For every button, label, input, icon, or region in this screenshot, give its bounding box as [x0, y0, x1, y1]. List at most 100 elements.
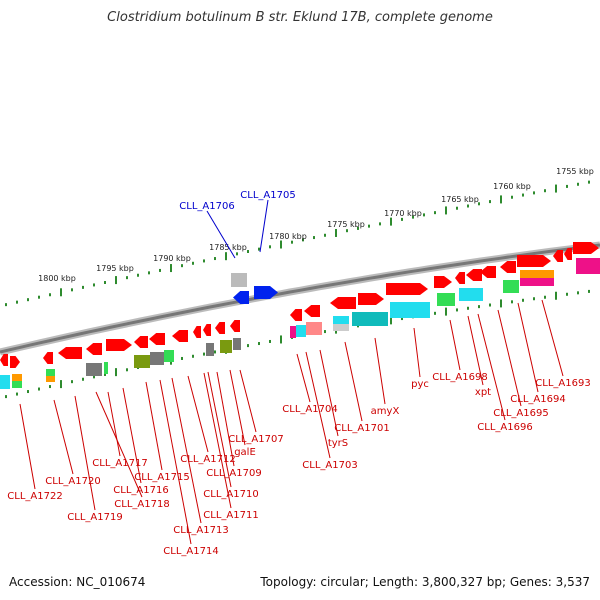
cog-box — [520, 278, 554, 286]
gene-label-cll-a1695: CLL_A1695 — [493, 408, 548, 419]
gene-feature — [172, 330, 188, 342]
leader-line — [319, 349, 339, 437]
cog-box — [150, 352, 164, 365]
gene-label-cll-a1722: CLL_A1722 — [7, 491, 62, 502]
scale-label: 1755 kbp — [556, 167, 594, 176]
cog-box — [46, 369, 55, 376]
leader-line — [203, 372, 232, 509]
leader-line — [107, 391, 121, 457]
gene-label-cll-a1720: CLL_A1720 — [45, 476, 100, 487]
leader-line — [296, 353, 311, 403]
cog-box — [503, 280, 519, 293]
gene-label-cll-a1707: CLL_A1707 — [228, 434, 283, 445]
cog-box — [104, 362, 108, 374]
cog-box — [459, 288, 483, 301]
leader-line — [206, 210, 236, 259]
cog-box — [233, 338, 241, 350]
gene-label-cll-a1712: CLL_A1712 — [180, 454, 235, 465]
cog-box-gray — [231, 273, 247, 287]
leader-line — [413, 327, 421, 378]
gene-feature-forward — [564, 248, 572, 260]
leader-line — [53, 399, 74, 475]
cog-box — [296, 325, 306, 337]
scale-label: 1785 kbp — [209, 243, 247, 252]
leader-line — [449, 319, 461, 371]
leader-line — [305, 351, 331, 459]
cog-box — [306, 322, 322, 335]
cog-box — [86, 363, 102, 376]
gene-feature — [215, 322, 225, 334]
gene-feature — [480, 266, 496, 278]
gene-label-cll-a1696: CLL_A1696 — [477, 422, 532, 433]
gene-feature — [106, 339, 132, 351]
gene-feature — [86, 343, 102, 355]
leader-line — [216, 371, 235, 467]
gene-label-cll-a1710: CLL_A1710 — [203, 489, 258, 500]
leader-line — [344, 341, 363, 422]
cog-box — [164, 350, 174, 362]
leader-line — [207, 371, 232, 488]
map-title: Clostridium botulinum B str. Eklund 17B,… — [107, 10, 493, 25]
gene-feature — [330, 297, 356, 309]
gene-label-cll-a1718: CLL_A1718 — [114, 499, 169, 510]
gene-label-cll-a1703: CLL_A1703 — [302, 460, 357, 471]
gene-feature-blue — [254, 286, 278, 299]
gene-label-amyx: amyX — [371, 406, 400, 417]
gene-label-cll-a1693: CLL_A1693 — [535, 378, 590, 389]
gene-label-cll-a1716: CLL_A1716 — [113, 485, 168, 496]
gene-feature — [455, 272, 465, 284]
gene-label-gale: galE — [234, 447, 256, 458]
gene-label-cll-a1706: CLL_A1706 — [179, 201, 234, 212]
cog-box — [520, 270, 554, 278]
cog-box — [352, 312, 388, 326]
cog-box — [46, 376, 55, 382]
genome-backbone-core — [0, 243, 600, 354]
gene-label-cll-a1717: CLL_A1717 — [92, 458, 147, 469]
scale-label: 1800 kbp — [38, 274, 76, 283]
gene-feature — [134, 336, 148, 348]
gene-label-cll-a1698: CLL_A1698 — [432, 372, 487, 383]
gene-feature-forward — [500, 261, 516, 273]
gene-label-cll-a1714: CLL_A1714 — [163, 546, 218, 557]
gene-feature — [230, 320, 240, 332]
scale-label: 1770 kbp — [384, 209, 422, 218]
scale-label: 1760 kbp — [493, 182, 531, 191]
cog-box — [390, 302, 430, 318]
leader-line — [171, 377, 202, 524]
accession-text: Accession: NC_010674 — [9, 575, 146, 589]
gene-feature-forward — [553, 250, 563, 262]
gene-feature — [304, 305, 320, 317]
leader-line — [122, 387, 142, 484]
gene-feature-blue — [233, 291, 249, 304]
leader-line — [239, 369, 257, 433]
gene-feature — [0, 354, 8, 366]
gene-label-xpt: xpt — [475, 387, 491, 398]
cog-box — [290, 326, 296, 338]
leader-line — [159, 379, 192, 545]
leader-line — [74, 395, 96, 511]
gene-label-pyc: pyc — [411, 379, 429, 390]
scale-label: 1765 kbp — [441, 195, 479, 204]
gene-label-cll-a1705: CLL_A1705 — [240, 190, 295, 201]
cog-box — [437, 293, 455, 306]
gene-feature — [203, 324, 211, 336]
leader-line — [187, 375, 209, 453]
gene-label-tyrs: tyrS — [328, 438, 348, 449]
gene-feature — [466, 269, 482, 281]
leader-line — [229, 369, 246, 446]
gene-feature-forward — [573, 242, 599, 254]
gene-feature — [149, 333, 165, 345]
gene-feature — [43, 352, 53, 364]
scale-label: 1780 kbp — [269, 232, 307, 241]
cog-box — [220, 340, 232, 353]
gene-label-cll-a1719: CLL_A1719 — [67, 512, 122, 523]
scale-label: 1795 kbp — [96, 264, 134, 273]
leader-line — [497, 309, 522, 407]
scale-label: 1775 kbp — [327, 220, 365, 229]
gene-label-cll-a1711: CLL_A1711 — [203, 510, 258, 521]
gene-feature — [58, 347, 82, 359]
leader-line — [541, 299, 564, 377]
scale-label: 1790 kbp — [153, 254, 191, 263]
gene-feature-forward — [517, 255, 551, 267]
leader-line — [95, 391, 143, 498]
